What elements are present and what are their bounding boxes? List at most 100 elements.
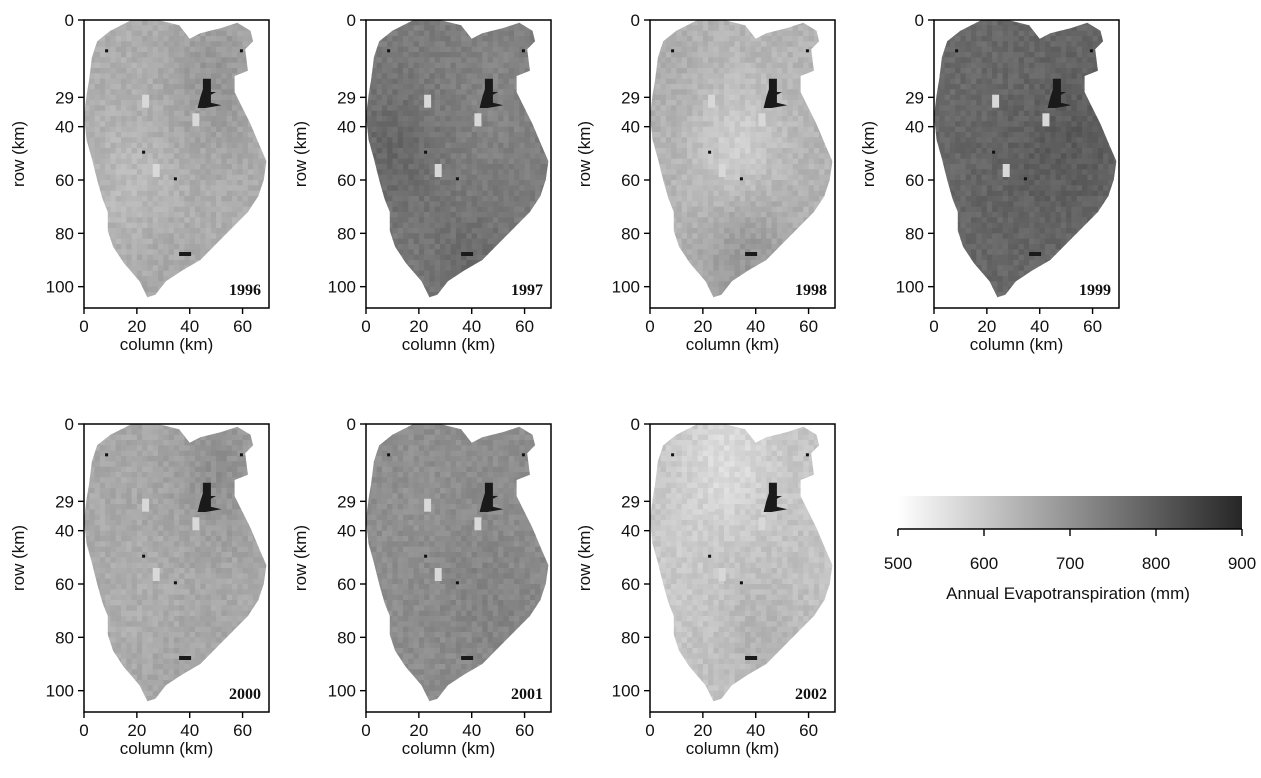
x-tick-label: 0 <box>929 317 938 336</box>
y-tick-label: 29 <box>337 492 356 511</box>
y-tick-label: 80 <box>621 224 640 243</box>
colorbar-tick-label: 800 <box>1142 554 1170 573</box>
y-tick-label: 29 <box>55 88 74 107</box>
y-tick-label: 29 <box>55 492 74 511</box>
y-tick-label: 40 <box>55 522 74 541</box>
plot-frame <box>649 423 836 713</box>
x-tick-label: 20 <box>409 317 428 336</box>
y-axis-title: row (km) <box>9 121 28 187</box>
year-label: 1998 <box>795 282 827 299</box>
y-tick-label: 100 <box>46 278 74 297</box>
y-tick-label: 40 <box>337 522 356 541</box>
y-tick-label: 29 <box>621 492 640 511</box>
year-label: 1996 <box>229 282 261 299</box>
year-label: 2001 <box>511 686 543 703</box>
y-tick-label: 0 <box>631 11 640 30</box>
x-tick-label: 60 <box>799 317 818 336</box>
y-tick-label: 100 <box>328 682 356 701</box>
plot-frame <box>83 19 270 309</box>
et-raster <box>934 20 1117 298</box>
y-tick-label: 80 <box>55 628 74 647</box>
et-raster <box>650 424 833 702</box>
plot-frame <box>365 423 552 713</box>
colorbar-ramp <box>898 496 1242 529</box>
y-axis-title: row (km) <box>859 121 878 187</box>
x-tick-label: 60 <box>515 317 534 336</box>
y-tick-label: 60 <box>621 171 640 190</box>
x-tick-label: 40 <box>180 317 199 336</box>
x-tick-label: 60 <box>799 721 818 740</box>
x-axis-title: column (km) <box>402 739 496 758</box>
x-tick-label: 0 <box>645 317 654 336</box>
colorbar: 500 600 700 800 900 Annual Evapotranspiratio… <box>884 496 1256 603</box>
x-tick-label: 20 <box>693 721 712 740</box>
x-axis-title: column (km) <box>402 335 496 354</box>
y-tick-label: 40 <box>905 118 924 137</box>
y-tick-label: 40 <box>621 522 640 541</box>
reservoir-feature <box>955 49 1093 256</box>
y-tick-label: 60 <box>55 575 74 594</box>
x-tick-label: 40 <box>462 317 481 336</box>
y-tick-label: 0 <box>65 11 74 30</box>
y-axis-title: row (km) <box>575 525 594 591</box>
y-tick-label: 80 <box>55 224 74 243</box>
reservoir-feature <box>387 453 525 660</box>
x-axis-title: column (km) <box>686 739 780 758</box>
y-axis-title: row (km) <box>9 525 28 591</box>
x-tick-label: 20 <box>409 721 428 740</box>
panel-2000: 0 29 40 60 80 100 0 20 40 60 column (km) row (km) 20… <box>9 415 270 758</box>
year-label: 2002 <box>795 686 827 703</box>
colorbar-tick-label: 600 <box>970 554 998 573</box>
y-tick-label: 60 <box>55 171 74 190</box>
et-raster <box>650 20 833 298</box>
y-tick-label: 100 <box>896 278 924 297</box>
y-axis-title: row (km) <box>291 121 310 187</box>
y-tick-label: 80 <box>905 224 924 243</box>
x-tick-label: 0 <box>361 721 370 740</box>
year-label: 1999 <box>1079 282 1111 299</box>
y-tick-label: 0 <box>65 415 74 434</box>
x-tick-label: 20 <box>693 317 712 336</box>
y-tick-label: 60 <box>621 575 640 594</box>
x-tick-label: 0 <box>361 317 370 336</box>
et-raster <box>84 20 267 298</box>
y-axis-title: row (km) <box>291 525 310 591</box>
x-tick-label: 60 <box>1083 317 1102 336</box>
et-raster <box>84 424 267 702</box>
colorbar-title: Annual Evapotranspiration (mm) <box>946 584 1190 603</box>
x-tick-label: 60 <box>233 317 252 336</box>
x-tick-label: 40 <box>180 721 199 740</box>
reservoir-feature <box>671 49 809 256</box>
y-tick-label: 40 <box>55 118 74 137</box>
panel-1996: 0 29 40 60 80 100 0 20 40 60 column (km) row (km) 19… <box>9 11 270 354</box>
y-tick-label: 60 <box>905 171 924 190</box>
y-tick-label: 0 <box>347 11 356 30</box>
x-tick-label: 20 <box>127 721 146 740</box>
y-tick-label: 80 <box>337 224 356 243</box>
x-axis-title: column (km) <box>686 335 780 354</box>
x-tick-label: 0 <box>79 317 88 336</box>
plot-frame <box>365 19 552 309</box>
y-tick-label: 80 <box>621 628 640 647</box>
plot-frame <box>933 19 1120 309</box>
x-tick-label: 40 <box>746 721 765 740</box>
x-tick-label: 0 <box>79 721 88 740</box>
y-tick-label: 40 <box>337 118 356 137</box>
colorbar-tick-label: 500 <box>884 554 912 573</box>
y-tick-label: 0 <box>915 11 924 30</box>
x-tick-label: 60 <box>515 721 534 740</box>
et-raster <box>366 20 549 298</box>
reservoir-feature <box>671 453 809 660</box>
y-tick-label: 0 <box>631 415 640 434</box>
y-tick-label: 29 <box>905 88 924 107</box>
x-axis-title: column (km) <box>970 335 1064 354</box>
y-tick-label: 100 <box>328 278 356 297</box>
x-tick-label: 60 <box>233 721 252 740</box>
year-label: 2000 <box>229 686 261 703</box>
reservoir-feature <box>387 49 525 256</box>
y-tick-label: 100 <box>612 682 640 701</box>
panel-1999: 0 29 40 60 80 100 0 20 40 60 column (km) row (km) 19… <box>859 11 1120 354</box>
x-tick-label: 40 <box>462 721 481 740</box>
x-tick-label: 40 <box>746 317 765 336</box>
y-tick-label: 29 <box>621 88 640 107</box>
